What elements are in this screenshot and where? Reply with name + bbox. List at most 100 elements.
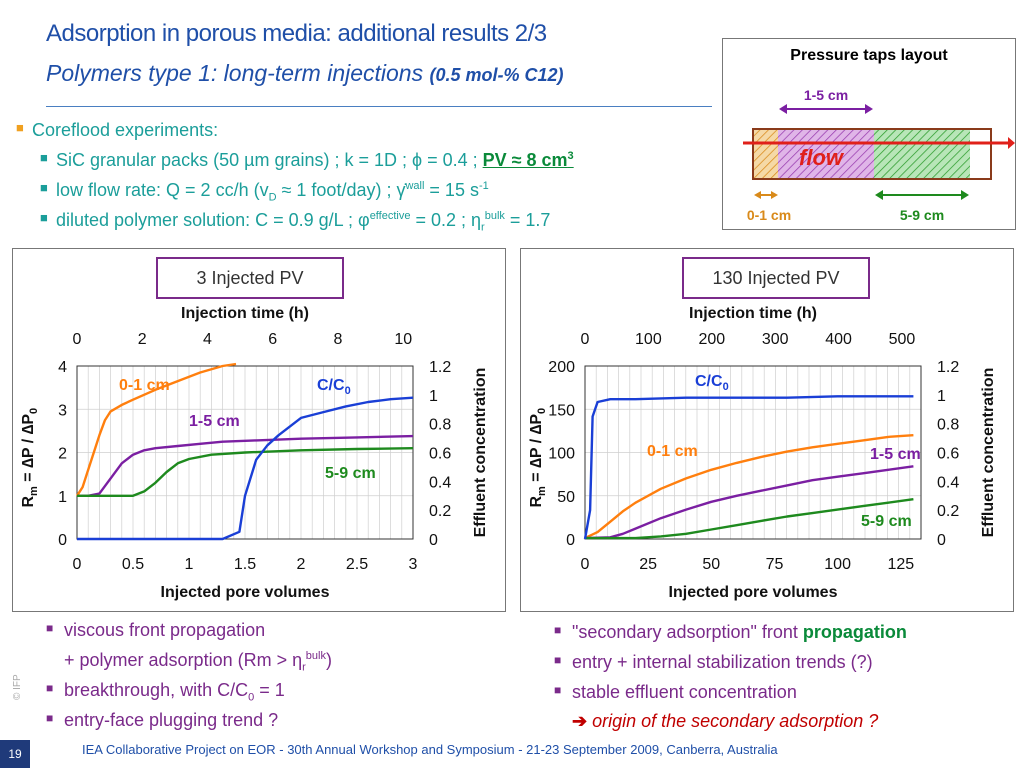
- bullet-text: Coreflood experiments:: [32, 120, 219, 140]
- sub: r: [481, 221, 485, 234]
- y-axis-title-part: 0: [536, 408, 548, 414]
- y2-axis-title: Effluent concentration: [472, 368, 489, 538]
- bullet-marker-icon: ■: [46, 621, 54, 635]
- y2-tick-label: 0.4: [937, 474, 959, 491]
- y2-tick-label: 1.2: [937, 359, 959, 376]
- y-axis-title-part: m: [28, 486, 40, 496]
- slide-title: Adsorption in porous media: additional r…: [46, 20, 547, 47]
- arrowhead-icon: [875, 190, 883, 200]
- pv-sup: 3: [567, 150, 574, 162]
- top-axis-title: Injection time (h): [181, 305, 309, 322]
- note-text: + polymer adsorption (Rm > η: [64, 650, 303, 670]
- y2-tick-label: 0.6: [937, 446, 959, 463]
- title-rule: [46, 106, 712, 107]
- x-axis-title: Injected pore volumes: [161, 584, 330, 601]
- bullet-coreflood: ■ Coreflood experiments:: [16, 120, 219, 141]
- flow-label: flow: [799, 145, 845, 170]
- annotation-label: 0-1 cm: [119, 377, 170, 394]
- sup: bulk: [484, 210, 505, 222]
- y-tick-label: 100: [548, 446, 575, 463]
- x-tick-label: 50: [702, 556, 720, 573]
- annotation-part: C/C: [695, 373, 723, 390]
- x-tick-label: 2: [297, 556, 306, 573]
- zone-1-5: [778, 130, 874, 178]
- y2-tick-label: 1.2: [429, 359, 451, 376]
- top-tick-label: 8: [334, 331, 343, 348]
- subtitle-main: Polymers type 1: long-term injections: [46, 60, 430, 86]
- bullet-marker-icon: ■: [554, 653, 562, 667]
- top-tick-label: 400: [825, 331, 852, 348]
- y-tick-label: 50: [557, 489, 575, 506]
- note-effluent: ■ stable effluent concentration: [554, 682, 797, 703]
- top-tick-label: 4: [203, 331, 212, 348]
- subtitle-small: (0.5 mol-% C12): [429, 65, 564, 85]
- note-viscous-front: ■ viscous front propagation: [46, 620, 265, 641]
- bullet-marker-icon: ■: [46, 711, 54, 725]
- y-axis-title-part: 0: [28, 408, 40, 414]
- annotation-part: C/C: [317, 377, 345, 394]
- note-text: "secondary adsorption" front: [572, 622, 803, 642]
- y2-axis-title: Effluent concentration: [980, 368, 997, 538]
- annotation-part: 0: [723, 381, 729, 393]
- arrowhead-icon: [779, 104, 787, 114]
- note-text: ): [325, 650, 332, 670]
- x-tick-label: 0.5: [122, 556, 144, 573]
- bullet-flowrate: ■ low flow rate: Q = 2 cc/h (vD ≈ 1 foot/…: [40, 180, 489, 204]
- x-tick-label: 1.5: [234, 556, 256, 573]
- top-tick-label: 300: [762, 331, 789, 348]
- annotation-label: 0-1 cm: [647, 443, 698, 460]
- top-tick-label: 100: [635, 331, 662, 348]
- y-axis-title-part: R: [528, 496, 545, 508]
- y-axis-title-part: = ∆P / ∆P: [528, 414, 545, 487]
- series-line-0-1-cm: [75, 362, 237, 497]
- bullet-text: SiC granular packs (50 µm grains) ; k = …: [56, 150, 483, 170]
- top-tick-label: 0: [73, 331, 82, 348]
- slide-number: 19: [0, 740, 30, 768]
- x-tick-label: 75: [766, 556, 784, 573]
- y2-tick-label: 0.2: [429, 503, 451, 520]
- bullet-marker-icon: ■: [40, 150, 48, 165]
- bullet-text: = 15 s: [424, 180, 479, 200]
- annotation-cc0: C/C0: [317, 377, 351, 397]
- note-text: entry + internal stabilization trends (?…: [572, 652, 873, 672]
- top-tick-label: 0: [581, 331, 590, 348]
- y-tick-label: 3: [58, 402, 67, 419]
- arrowhead-icon: [865, 104, 873, 114]
- bullet-marker-icon: ■: [16, 120, 24, 135]
- x-tick-label: 3: [409, 556, 418, 573]
- x-tick-label: 1: [185, 556, 194, 573]
- bullet-text: = 1.7: [504, 210, 551, 230]
- y2-tick-label: 0.4: [429, 474, 451, 491]
- series-line-5-9-cm: [585, 498, 914, 540]
- annotation-label: 1-5 cm: [189, 413, 240, 430]
- pv-value: PV ≈ 8 cm3: [483, 150, 574, 170]
- flow-arrowhead-icon: [1008, 137, 1015, 149]
- bullet-marker-icon: ■: [46, 681, 54, 695]
- footer-text: IEA Collaborative Project on EOR - 30th …: [82, 742, 778, 757]
- pressure-taps-diagram: flow 1-5 cm 0-1 cm 5-9 cm: [743, 87, 1015, 223]
- series-line-1-5-cm: [77, 434, 414, 498]
- note-adsorption: + polymer adsorption (Rm > ηrbulk): [64, 650, 332, 674]
- y-tick-label: 1: [58, 489, 67, 506]
- arrowhead-icon: [754, 191, 761, 199]
- sub: D: [268, 191, 277, 204]
- y2-tick-label: 0.2: [937, 503, 959, 520]
- y-axis-title: Rm = ∆P / ∆P0: [528, 408, 548, 508]
- sup: effective: [369, 210, 411, 222]
- tap-5-9-label: 5-9 cm: [900, 207, 944, 223]
- y-tick-label: 200: [548, 359, 575, 376]
- sup: -1: [478, 180, 489, 192]
- annotation-label: 5-9 cm: [861, 513, 912, 530]
- note-text: stable effluent concentration: [572, 682, 797, 702]
- series-line-c-c0: [583, 395, 914, 540]
- x-tick-label: 2.5: [346, 556, 368, 573]
- bullet-marker-icon: ■: [554, 623, 562, 637]
- annotation-label: 5-9 cm: [325, 465, 376, 482]
- bullet-text: = 0.2 ; η: [410, 210, 482, 230]
- y-axis-title-part: = ∆P / ∆P: [20, 414, 37, 487]
- tap-0-1-label: 0-1 cm: [747, 207, 791, 223]
- arrow-right-icon: ➔: [572, 711, 588, 731]
- y2-tick-label: 0: [429, 532, 438, 549]
- sup: bulk: [305, 650, 326, 662]
- sub: r: [302, 661, 306, 674]
